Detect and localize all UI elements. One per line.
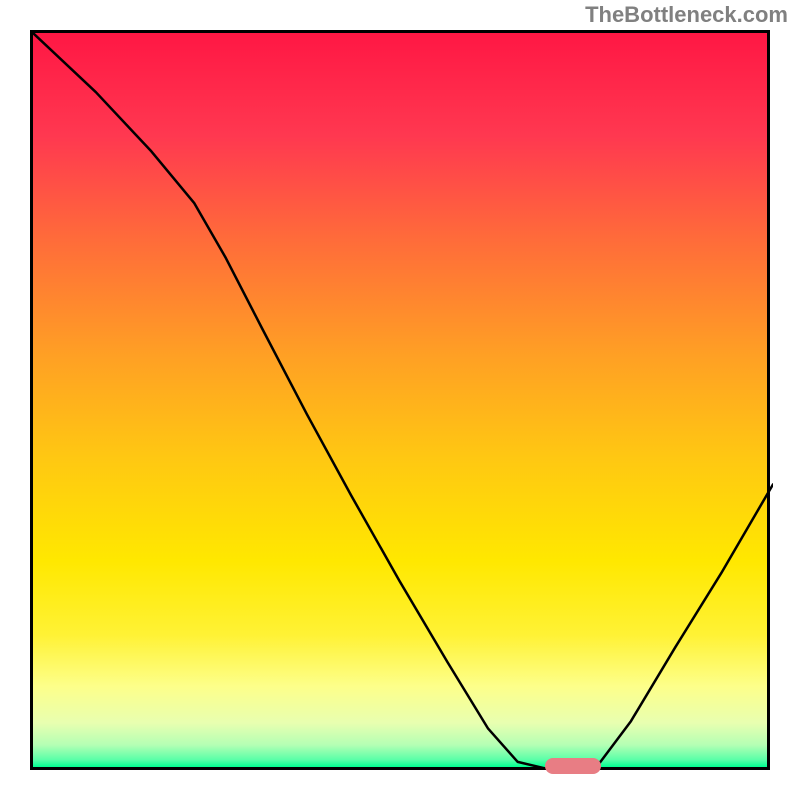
chart-container: { "watermark": { "text": "TheBottleneck.… (0, 0, 800, 800)
watermark-text: TheBottleneck.com (585, 2, 788, 28)
plot-frame (30, 30, 770, 770)
curve-svg (33, 33, 773, 773)
valley-marker (545, 758, 601, 774)
bottleneck-curve (33, 33, 773, 769)
